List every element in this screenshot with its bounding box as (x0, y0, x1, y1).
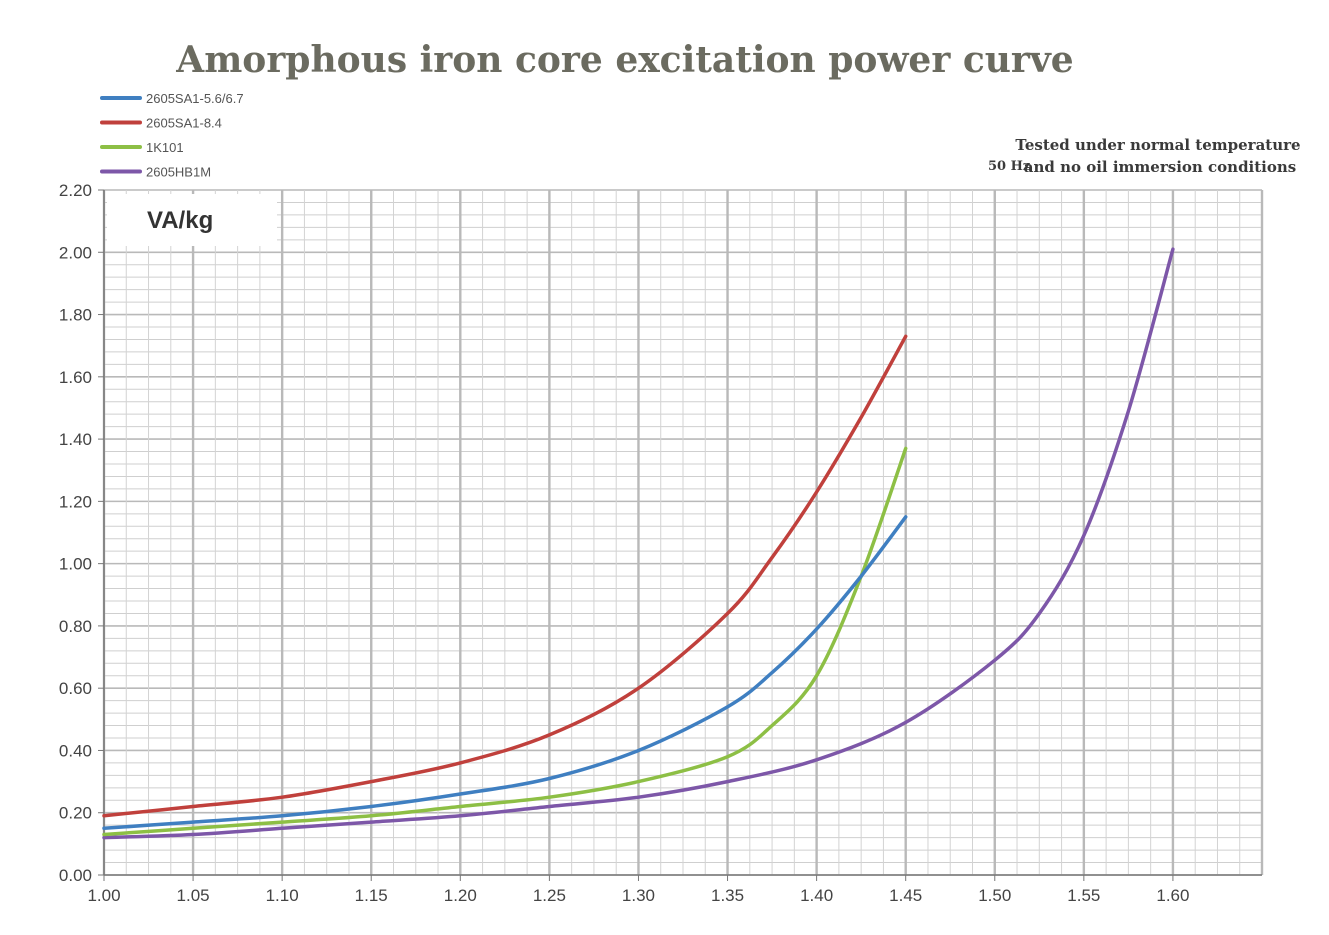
unit-label-box (107, 194, 277, 246)
series-line-1k101 (102, 446, 908, 837)
series-line-2605sa1-8-4 (102, 334, 908, 818)
legend-label: 1K101 (146, 140, 184, 155)
y-tick-label: 1.00 (59, 555, 92, 574)
plot-axes: 0.00 0.20 0.40 0.60 0.80 1.00 1.20 1.40 1.60 1.80… (59, 181, 1262, 905)
legend-label: 2605SA1-5.6/6.7 (146, 91, 244, 106)
y-tick-label: 0.60 (59, 679, 92, 698)
x-tick-label: 1.15 (355, 886, 388, 905)
y-tick-label: 0.20 (59, 804, 92, 823)
y-tick-label: 0.40 (59, 741, 92, 760)
x-tick-label: 1.40 (800, 886, 833, 905)
y-tick-label: 0.00 (59, 866, 92, 885)
x-tick-label: 1.20 (444, 886, 477, 905)
x-tick-label: 1.45 (889, 886, 922, 905)
series-line-2605sa1-5-6-6-7 (102, 515, 908, 831)
chart-title: Amorphous iron core excitation power cur… (175, 39, 1073, 81)
x-tick-label: 1.05 (177, 886, 210, 905)
y-tick-label: 2.20 (59, 181, 92, 200)
legend: 2605SA1-5.6/6.7 2605SA1-8.4 1K101 2605HB1M (100, 91, 244, 180)
y-tick-label: 1.80 (59, 306, 92, 325)
legend-label: 2605HB1M (146, 165, 211, 180)
x-tick-label: 1.55 (1067, 886, 1100, 905)
legend-label: 2605SA1-8.4 (146, 116, 222, 131)
y-tick-label: 0.80 (59, 617, 92, 636)
x-tick-label: 1.50 (978, 886, 1011, 905)
x-tick-label: 1.35 (711, 886, 744, 905)
plot-series (102, 247, 1175, 840)
test-note-line-1: Tested under normal temperature (1015, 136, 1300, 154)
y-axis-unit-label: VA/kg (147, 207, 213, 234)
series-line-2605hb1m (102, 247, 1175, 840)
test-note-line-2: and no oil immersion conditions (1024, 158, 1296, 176)
y-tick-label: 1.20 (59, 492, 92, 511)
x-tick-label: 1.10 (266, 886, 299, 905)
x-tick-label: 1.30 (622, 886, 655, 905)
frequency-label: 50 Hz (988, 159, 1030, 174)
y-tick-label: 1.40 (59, 430, 92, 449)
y-tick-label: 1.60 (59, 368, 92, 387)
note-box (975, 132, 1287, 180)
x-tick-label: 1.25 (533, 886, 566, 905)
x-tick-label: 1.00 (87, 886, 120, 905)
y-tick-label: 2.00 (59, 243, 92, 262)
x-tick-label: 1.60 (1156, 886, 1189, 905)
